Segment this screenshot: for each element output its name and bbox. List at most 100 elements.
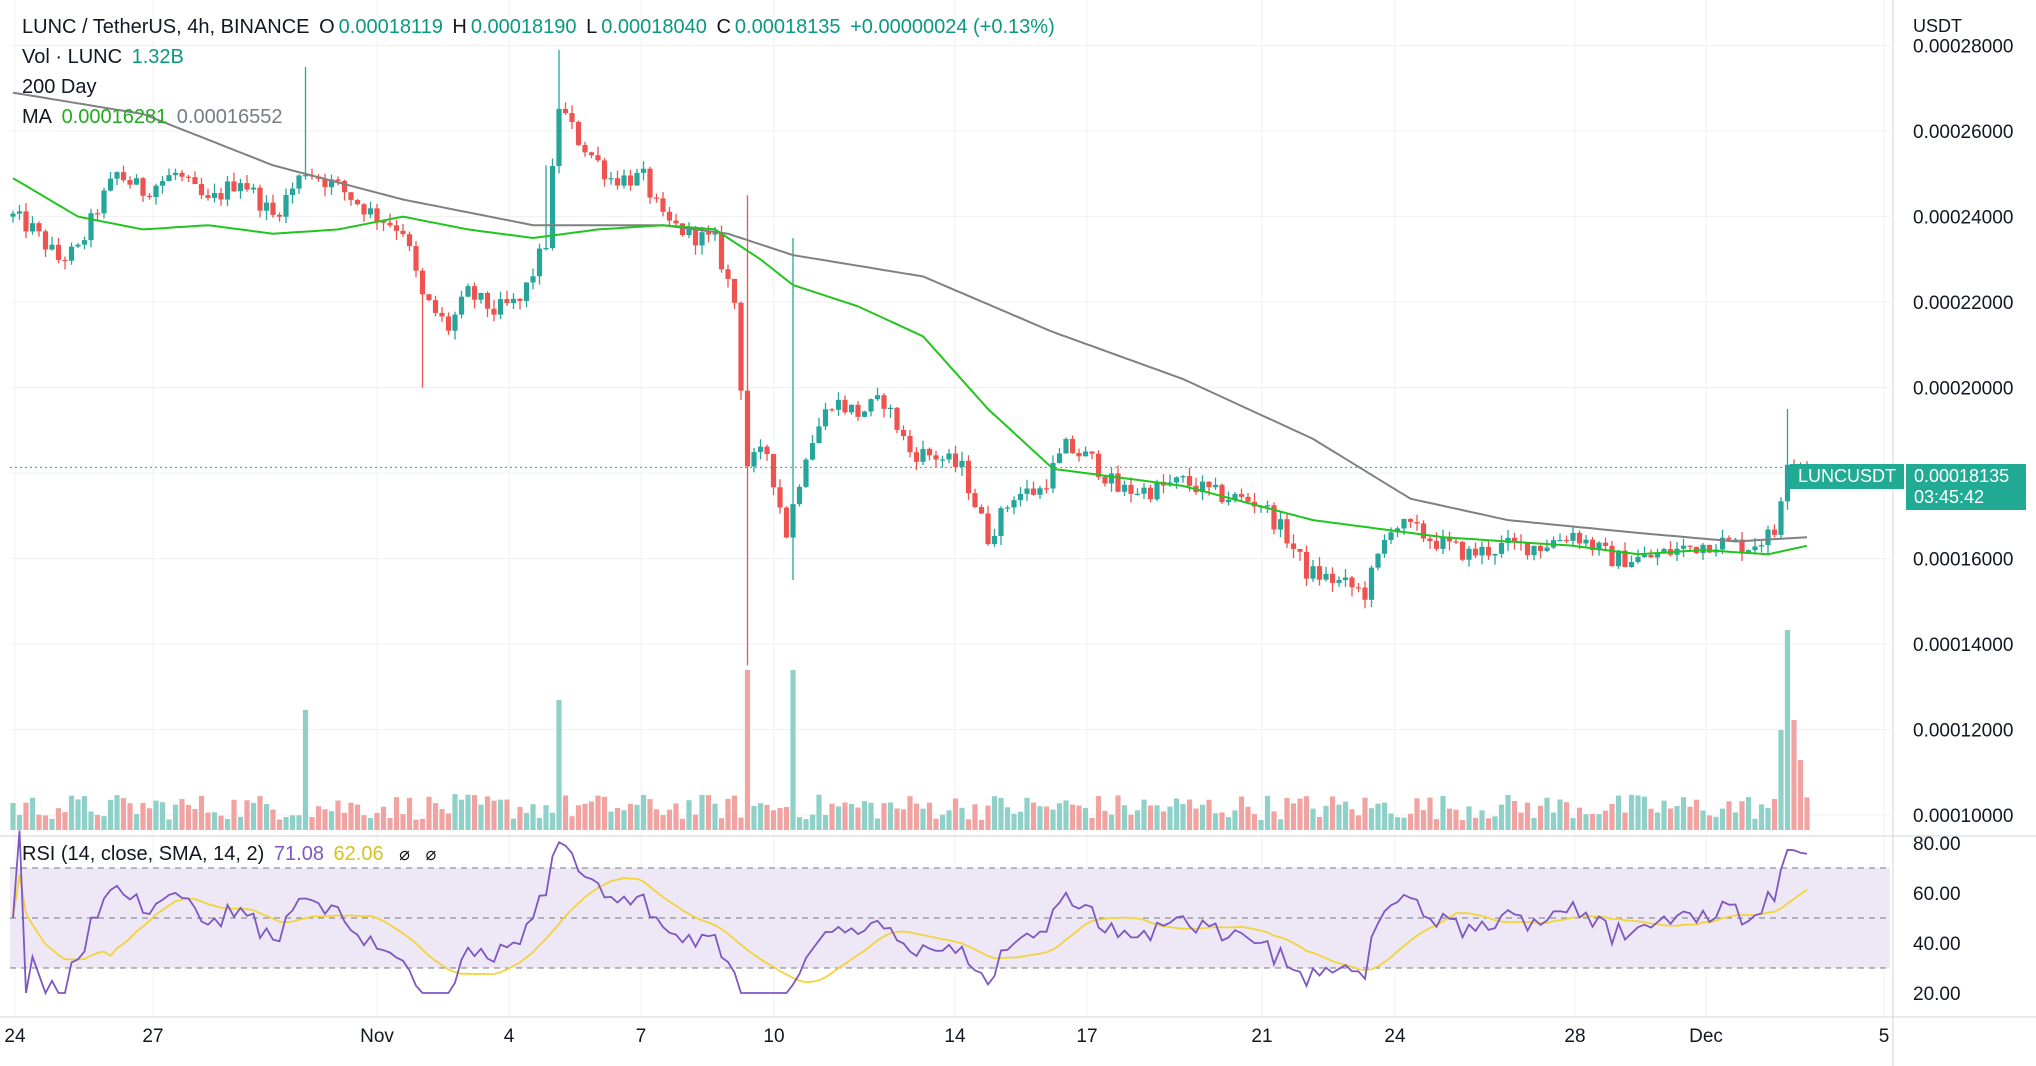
volume-bar [1661, 800, 1667, 830]
candle-body [55, 244, 62, 260]
volume-bar [504, 799, 510, 830]
candle-body [426, 294, 432, 301]
volume-bar [1615, 795, 1622, 830]
volume-bar [1407, 813, 1414, 830]
volume-bar [725, 798, 731, 830]
volume-bar [939, 814, 946, 830]
candle-body [517, 298, 523, 301]
y-tick-label: 0.00022000 [1913, 293, 2013, 314]
volume-bar [1089, 817, 1095, 830]
candle-body [1771, 529, 1778, 535]
candle-body [1719, 537, 1726, 550]
candle-body [211, 193, 218, 198]
volume-bar [270, 809, 276, 830]
volume-bar [1505, 794, 1511, 830]
candle-body [1472, 548, 1479, 556]
candle-body [1238, 494, 1245, 497]
candle-body [640, 168, 647, 173]
candle-body [1323, 573, 1329, 580]
candle-body [881, 395, 887, 409]
volume-bar [1453, 809, 1459, 830]
volume-bar [1011, 813, 1017, 830]
candle-body [1589, 539, 1596, 551]
volume-bar [913, 803, 920, 830]
candle-body [712, 232, 718, 235]
volume-bar [302, 710, 309, 830]
volume-bar [1440, 795, 1446, 830]
ma-name: 200 Day [22, 76, 97, 98]
volume-bar [887, 802, 894, 830]
volume-bar [1570, 818, 1576, 830]
volume-bar [1492, 816, 1498, 830]
volume-bar [894, 808, 900, 830]
volume-bar [185, 804, 192, 830]
rsi-tick-label: 80.00 [1913, 834, 1961, 855]
volume-bar [465, 794, 471, 830]
candle-body [1784, 464, 1791, 502]
volume-bar [172, 804, 179, 830]
candle-body [49, 244, 55, 250]
volume-bar [926, 802, 933, 830]
volume-bar [1732, 812, 1739, 830]
candle-body [1440, 536, 1446, 549]
volume-bar [387, 818, 393, 830]
volume-bar [1596, 814, 1602, 830]
volume-legend[interactable]: Vol · LUNC 1.32B [22, 44, 188, 70]
bar-countdown: 03:45:42 [1914, 487, 1985, 507]
volume-bar [1622, 812, 1628, 830]
volume-bar [1401, 817, 1407, 830]
candle-body [1596, 542, 1602, 551]
volume-bar [1290, 803, 1297, 830]
volume-bar [1537, 805, 1544, 830]
volume-bar [374, 812, 380, 830]
candle-body [23, 211, 29, 232]
volume-bar [42, 815, 49, 830]
candle-body [939, 459, 946, 461]
volume-bar [1043, 806, 1050, 830]
volume-bar [1719, 808, 1726, 830]
volume-bar [868, 802, 874, 830]
volume-bar [842, 802, 848, 830]
volume-bar [328, 811, 335, 830]
hide-ma-icon[interactable]: ⌀ [425, 844, 437, 864]
volume-bar [1745, 797, 1752, 830]
ma-name-legend[interactable]: 200 Day [22, 74, 101, 100]
volume-bar [647, 799, 653, 830]
volume-bar [933, 818, 939, 830]
candle-body [458, 296, 465, 315]
volume-bar [1076, 805, 1082, 830]
candle-body [803, 459, 809, 487]
ma-legend[interactable]: MA 0.00016281 0.00016552 [22, 104, 286, 130]
candle-body [991, 535, 998, 545]
candle-body [1232, 494, 1238, 500]
rsi-legend[interactable]: RSI (14, close, SMA, 14, 2) 71.08 62.06 … [22, 841, 440, 867]
candle-body [1479, 546, 1485, 556]
symbol-legend[interactable]: LUNC / TetherUS, 4h, BINANCE O 0.00018119… [22, 14, 1059, 40]
volume-bar [55, 808, 62, 830]
volume-bar [536, 817, 543, 830]
candle-body [608, 178, 614, 180]
candle-body [1732, 539, 1739, 541]
candle-body [1355, 587, 1362, 589]
volume-bar [1466, 806, 1472, 830]
volume-bar [231, 799, 237, 830]
volume-bar [543, 805, 549, 830]
volume-bar [1050, 809, 1056, 830]
candle-body [556, 108, 562, 167]
volume-bar [608, 811, 614, 830]
candle-body [1290, 543, 1297, 549]
volume-bar [705, 795, 712, 830]
volume-bar [315, 806, 322, 830]
volume-bar [614, 808, 621, 830]
candle-body [374, 208, 380, 222]
candle-body [393, 225, 400, 231]
volume-bar [881, 803, 887, 830]
hide-icon[interactable]: ⌀ [399, 844, 410, 864]
candle-body [68, 246, 75, 261]
candle-body [198, 184, 205, 196]
candle-body [1459, 541, 1466, 560]
y-tick-label: 0.00024000 [1913, 208, 2013, 229]
candle-body [874, 395, 881, 400]
volume-bar [1186, 799, 1193, 830]
